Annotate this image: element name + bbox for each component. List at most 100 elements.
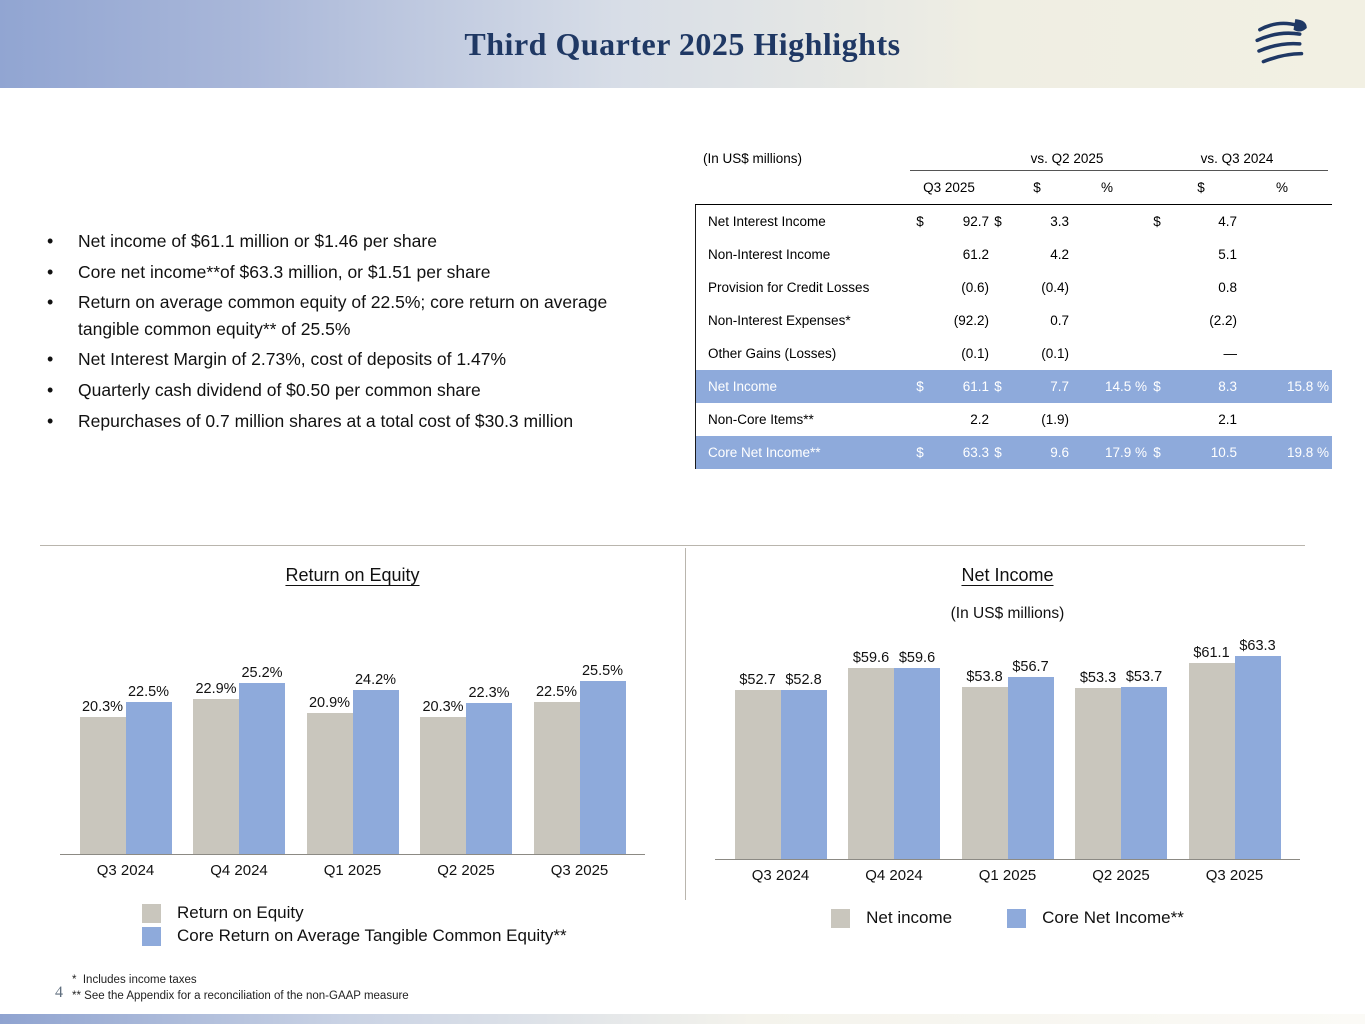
bar-value-label: 25.5% [581,663,624,679]
bar [734,690,781,859]
bar-value-label: $53.8 [966,669,1003,685]
table-cell-vs_q3_dollar: 10.5 [1210,445,1237,460]
table-column-header-row: Q3 2025 $ % $ % [695,171,1332,205]
bar-with-label: 20.3% [79,699,126,854]
page-number: 4 [55,984,63,1001]
column-header-pct-vs-q2: % [1100,180,1113,195]
table-cell-vs_q3_dollar: 8.3 [1218,379,1237,394]
table-cell-vs_q3_dollar: 5.1 [1218,247,1237,262]
bar [239,683,285,854]
bar-value-label: 24.2% [354,672,397,688]
x-axis-label: Q2 2025 [437,862,495,879]
bar [1234,656,1281,859]
legend-swatch [142,926,161,946]
legend-label: Core Return on Average Tangible Common E… [177,926,567,945]
bar-value-label: 22.3% [468,685,510,701]
table-cell-cur1: $ [994,445,1002,460]
bar-group: $61.1 $63.3 [1187,638,1283,859]
table-row: Non-Interest Income 61.2 4.2 5.1 [696,238,1332,271]
highlights-list: Net income of $61.1 million or $1.46 per… [44,228,644,435]
vertical-divider [685,548,686,900]
table-row: Provision for Credit Losses (0.6) (0.4) 0.8 [696,271,1332,304]
table-cell-vs_q2_pct: 14.5 % [1104,379,1147,394]
x-axis-label: Q2 2025 [1092,867,1150,884]
bar [1121,687,1167,859]
bar-value-label: $61.1 [1193,645,1230,661]
horizontal-divider [40,545,1305,546]
bar-value-label: $53.7 [1125,669,1163,685]
bar [420,717,466,854]
table-cell-vs_q2_dollar: 0.7 [1050,313,1069,328]
legend-item: Core Net Income** [1007,908,1184,928]
bar-value-label: $53.3 [1079,670,1117,686]
bar [79,717,126,854]
highlight-bullet: Return on average common equity of 22.5%… [44,289,644,342]
bar [466,703,512,854]
table-cell-vs_q3_dollar: 2.1 [1218,412,1237,427]
roe-x-axis-labels: Q3 2024 Q4 2024 Q1 2025 Q2 2025 Q3 2025 [60,862,645,879]
footnote-non-gaap: ** See the Appendix for a reconciliation… [72,990,409,1003]
legend-item: Core Return on Average Tangible Common E… [142,926,645,946]
footer-gradient-bar [0,1014,1365,1024]
bar-value-label: $63.3 [1239,638,1276,654]
bar [193,699,239,854]
bar [894,668,940,859]
bar-group: $59.6 $59.6 [846,650,942,859]
table-units-label: (In US$ millions) [703,150,803,166]
table-row: Non-Interest Expenses* (92.2) 0.7 (2.2) [696,304,1332,337]
bar [1188,663,1235,859]
table-cell-cur2: $ [1153,379,1161,394]
net-income-chart: Net Income (In US$ millions) $52.7 $52.8 $… [715,565,1300,928]
table-cell-q3_2025: 92.7 [962,214,989,229]
table-cell-cur1: $ [994,379,1002,394]
legend-label: Core Net Income** [1042,908,1184,927]
bar-with-label: $52.8 [780,672,827,859]
bar-with-label: $56.7 [1007,659,1054,859]
bar [533,702,580,854]
bar-with-label: 22.9% [193,681,239,854]
bar-with-label: $53.3 [1075,670,1121,859]
table-body: Net Interest Income $92.7 $3.3 $4.7 Non-Inte… [695,205,1332,469]
highlight-bullet: Net income of $61.1 million or $1.46 per… [44,228,644,255]
table-cell-cur1: $ [994,214,1002,229]
bar-value-label: 25.2% [241,665,283,681]
bar-value-label: $52.8 [785,672,822,688]
bar-with-label: $59.6 [848,650,894,859]
table-cell-q3_2025: 63.3 [962,445,989,460]
bar-with-label: 25.2% [239,665,285,854]
table-group-header-vs-q3: vs. Q3 2024 [1200,150,1274,166]
x-axis-label: Q3 2024 [96,862,155,879]
highlight-bullet: Repurchases of 0.7 million shares at a t… [44,408,644,435]
bar-with-label: $53.8 [961,669,1008,859]
financial-summary-table: (In US$ millions) vs. Q2 2025 vs. Q3 202… [695,145,1332,469]
bar [961,687,1008,859]
legend-label: Net income [866,908,953,927]
table-cell-cur0: $ [916,445,924,460]
table-cell-vs_q2_dollar: 7.7 [1050,379,1069,394]
table-cell-vs_q3_dollar: 4.7 [1218,214,1237,229]
roe-legend: Return on Equity Core Return on Average T… [142,903,645,946]
legend-item: Net income [831,908,952,928]
roe-chart-plot: 20.3% 22.5% 22.9% 25.2% 20.9% 24.2% 20.3% 22.3%… [60,659,645,855]
bar-value-label: $59.6 [898,650,936,666]
bar-with-label: 25.5% [579,663,626,854]
highlights-section: Net income of $61.1 million or $1.46 per… [44,228,644,438]
bar [1007,677,1054,859]
table-group-header-vs-q2: vs. Q2 2025 [1030,150,1104,166]
bar-with-label: $63.3 [1234,638,1281,859]
table-cell-label: Non-Interest Income [708,247,831,262]
table-cell-vs_q2_dollar: (1.9) [1041,412,1069,427]
bar-group: 20.3% 22.5% [78,684,174,854]
bar [125,702,172,854]
column-header-q3-2025: Q3 2025 [923,180,975,195]
table-cell-q3_2025: (0.1) [961,346,989,361]
table-row: Non-Core Items** 2.2 (1.9) 2.1 [696,403,1332,436]
griffin-logo-icon [1251,14,1313,72]
footnote-income-taxes: * Includes income taxes [72,974,197,986]
bar-with-label: 22.5% [533,684,580,854]
column-header-pct-vs-q3: % [1275,180,1288,195]
bar-value-label: 20.3% [81,699,124,715]
x-axis-label: Q3 2024 [751,867,810,884]
header: Third Quarter 2025 Highlights [0,0,1365,88]
